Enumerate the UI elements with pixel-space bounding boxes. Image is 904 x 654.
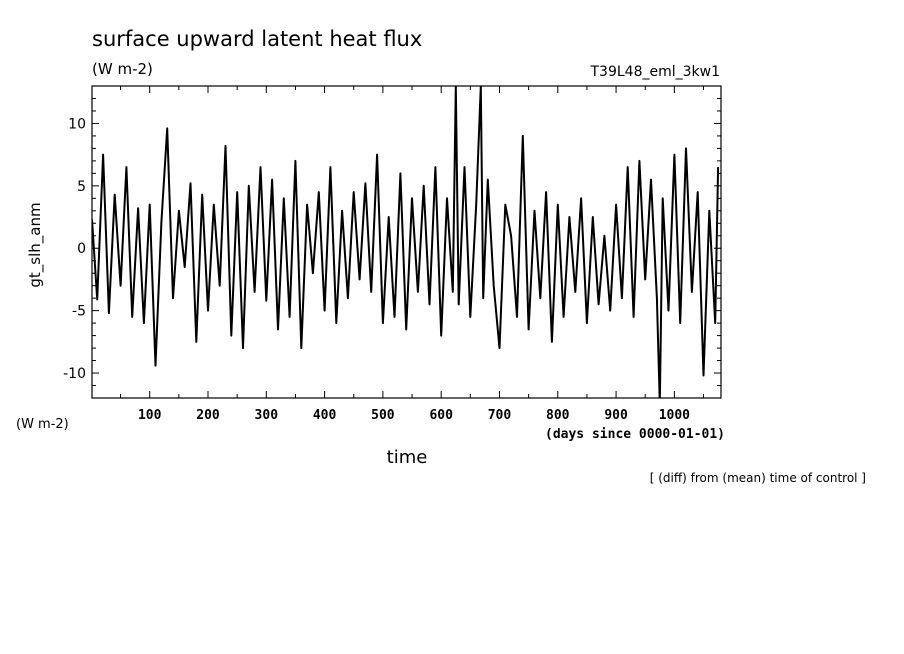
series-line [92,86,720,398]
y-axis-label: gt_slh_anm [26,202,45,287]
y-tick-label: 5 [77,179,86,195]
x-tick-label: 200 [196,408,220,423]
x-tick-label: 100 [138,408,162,423]
y-tick-label: -10 [63,366,86,382]
y-tick-label: -5 [72,304,86,320]
y-tick-label: 10 [68,116,86,132]
plot-frame [91,85,722,399]
x-tick-label: 400 [313,408,337,423]
plot-area: 100 200 300 400 500 600 700 800 900 1000 10 5 0 -5 -10 [63,85,722,423]
x-axis-label: time [387,447,428,468]
x-tick-label: 1000 [659,408,690,423]
x-axis-units: (days since 0000-01-01) [545,427,725,442]
x-tick-label: 600 [429,408,453,423]
x-tick-label: 300 [255,408,279,423]
x-tick-label: 700 [488,408,512,423]
chart-title: surface upward latent heat flux [92,27,422,51]
y-axis-units: (W m-2) [16,417,69,432]
y-tick-label: 0 [77,241,86,257]
x-tick-label: 800 [546,408,570,423]
comparison-note: [ (diff) from (mean) time of control ] [650,471,866,485]
experiment-label: T39L48_eml_3kw1 [590,64,721,80]
x-tick-label: 900 [604,408,628,423]
x-tick-label: 500 [371,408,395,423]
chart-units: (W m-2) [92,60,153,78]
